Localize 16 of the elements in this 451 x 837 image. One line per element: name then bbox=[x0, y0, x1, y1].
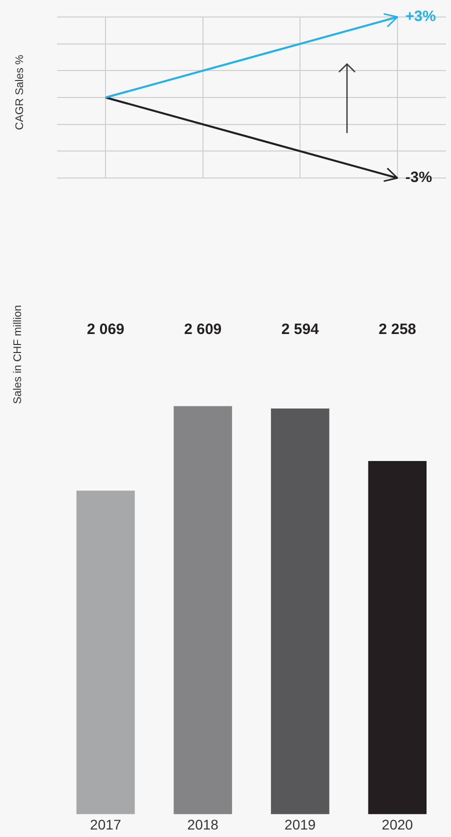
bar bbox=[76, 490, 135, 814]
data-label: 2 594 bbox=[281, 321, 320, 338]
y-axis-title: Sales in CHF million bbox=[12, 304, 24, 404]
x-tick-label: 2020 bbox=[382, 816, 414, 832]
annotation: +3% bbox=[405, 8, 436, 26]
data-label: 2 609 bbox=[184, 321, 222, 338]
x-tick-label: 2019 bbox=[284, 816, 316, 832]
y-axis-title: CAGR Sales % bbox=[14, 54, 26, 130]
bar bbox=[174, 406, 232, 814]
data-label: 2 069 bbox=[86, 321, 124, 338]
annotation: -3% bbox=[405, 169, 432, 186]
data-label: 2 258 bbox=[378, 321, 416, 338]
bar bbox=[368, 461, 427, 814]
x-tick-label: 2018 bbox=[187, 816, 219, 832]
x-tick-label: 2017 bbox=[90, 816, 122, 832]
bar bbox=[270, 408, 330, 814]
